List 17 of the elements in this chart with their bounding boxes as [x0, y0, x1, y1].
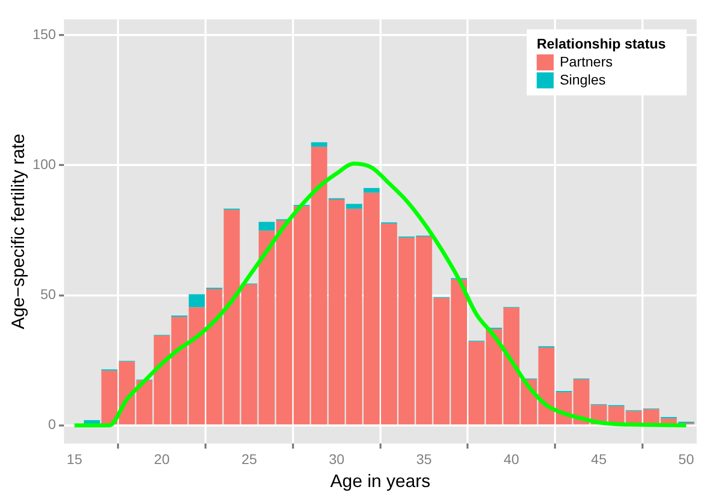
legend-title: Relationship status	[536, 35, 666, 52]
x-tick-label: 25	[241, 450, 258, 467]
x-tick-label: 20	[154, 450, 170, 467]
x-tick-label: 15	[66, 450, 82, 467]
legend-label: Singles	[560, 71, 606, 88]
y-tick-label: 150	[32, 26, 56, 42]
y-tick-label: 100	[32, 156, 56, 172]
y-axis-title: Age−specific fertility rate	[8, 134, 28, 330]
y-tick-label: 50	[40, 286, 56, 302]
x-tick-label: 40	[504, 450, 520, 467]
x-axis-title: Age in years	[330, 471, 430, 492]
legend-label: Partners	[560, 53, 613, 70]
y-tick-label: 0	[48, 416, 56, 432]
x-tick-label: 30	[328, 450, 345, 467]
x-tick-label: 35	[416, 450, 432, 467]
x-tick-label: 50	[678, 450, 694, 467]
x-tick-label: 45	[591, 450, 607, 467]
